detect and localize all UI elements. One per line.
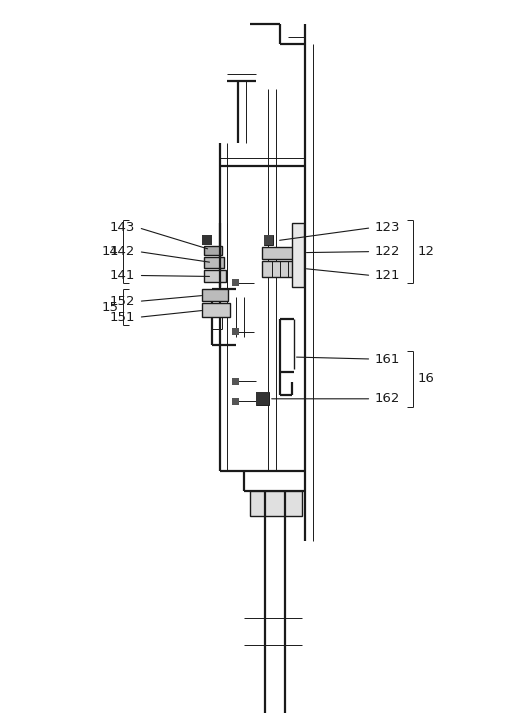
Bar bbox=[232, 398, 239, 405]
Text: 151: 151 bbox=[109, 310, 134, 324]
Text: 14: 14 bbox=[102, 245, 119, 258]
Bar bbox=[202, 289, 228, 301]
Text: 121: 121 bbox=[374, 269, 399, 282]
Bar bbox=[202, 303, 230, 317]
Bar bbox=[264, 235, 272, 245]
Bar bbox=[232, 328, 239, 335]
Text: 123: 123 bbox=[374, 221, 399, 234]
Text: 143: 143 bbox=[109, 221, 134, 234]
Bar bbox=[202, 235, 212, 245]
Text: 12: 12 bbox=[416, 245, 433, 258]
Text: 122: 122 bbox=[374, 245, 399, 258]
Bar bbox=[249, 491, 301, 516]
Bar bbox=[262, 260, 303, 278]
Text: 141: 141 bbox=[109, 269, 134, 282]
Bar bbox=[232, 279, 239, 286]
Text: 152: 152 bbox=[109, 295, 134, 308]
Text: 16: 16 bbox=[416, 372, 433, 385]
Bar bbox=[256, 392, 268, 405]
Text: 142: 142 bbox=[109, 245, 134, 258]
Bar bbox=[264, 235, 272, 245]
Bar bbox=[204, 257, 224, 268]
Text: 162: 162 bbox=[374, 393, 399, 406]
Bar bbox=[262, 246, 301, 259]
Bar bbox=[204, 246, 222, 254]
Bar bbox=[291, 222, 303, 287]
Bar bbox=[232, 378, 239, 385]
Text: 15: 15 bbox=[102, 301, 119, 314]
Bar bbox=[256, 392, 268, 405]
Text: 161: 161 bbox=[374, 353, 399, 366]
Bar bbox=[204, 270, 225, 283]
